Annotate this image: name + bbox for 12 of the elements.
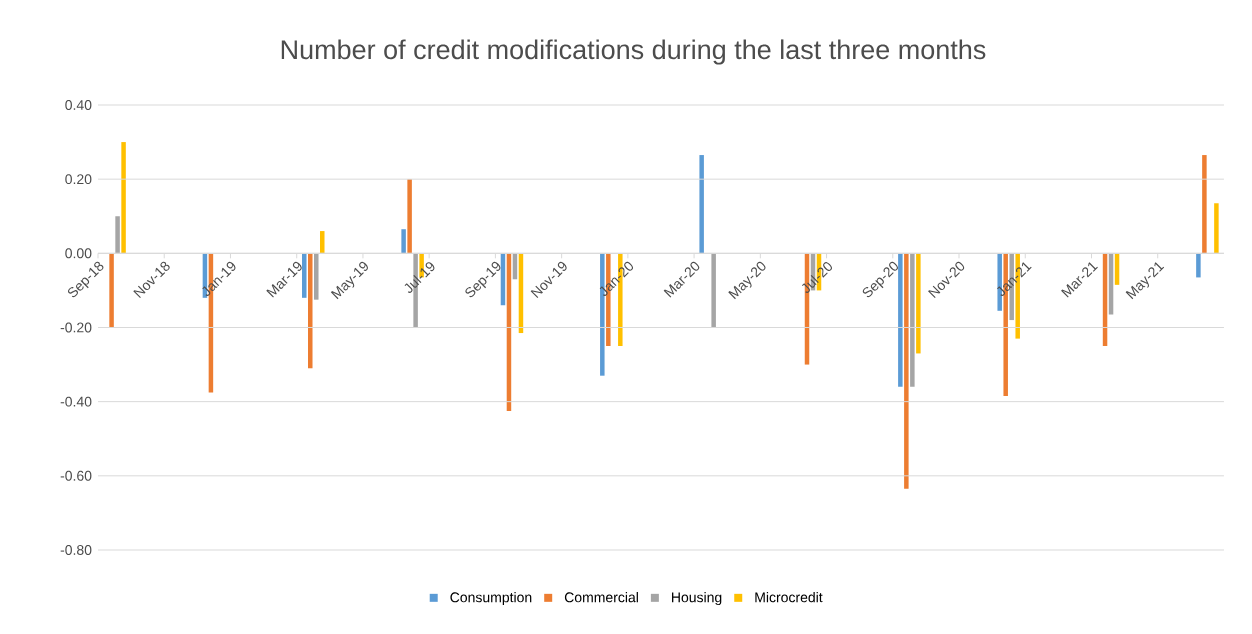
y-tick-label: 0.00	[65, 248, 92, 259]
y-tick-label: 0.20	[65, 174, 92, 185]
y-tick-label: 0.40	[65, 100, 92, 110]
y-tick-label: -0.20	[60, 322, 92, 333]
y-tick-label: -0.60	[60, 470, 92, 481]
legend-label: Commercial	[564, 592, 638, 603]
y-tick-label: -0.40	[60, 396, 92, 407]
legend-label: Microcredit	[755, 592, 823, 603]
legend-label: Housing	[672, 592, 722, 606]
legend-label: Consumption	[450, 592, 532, 606]
y-tick-label: -0.80	[60, 545, 92, 555]
chart-title: Number of credit modifications during the last three months	[281, 39, 986, 65]
